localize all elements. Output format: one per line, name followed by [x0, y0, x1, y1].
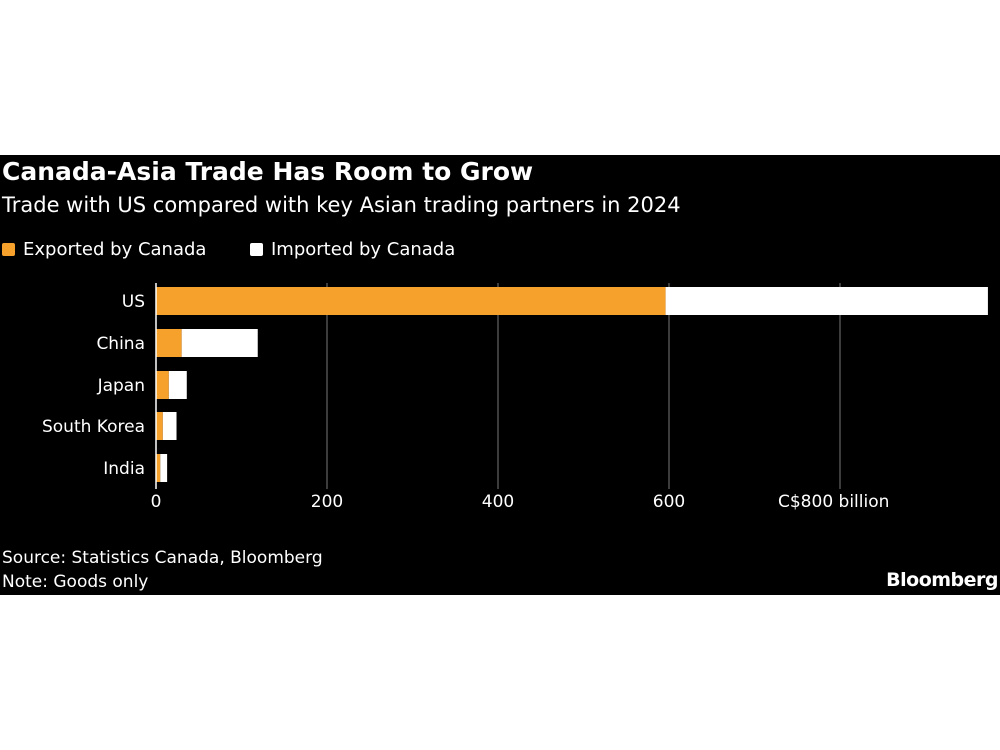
bloomberg-logo: Bloomberg [886, 569, 998, 591]
bar-imported [665, 287, 988, 315]
bar-exported [156, 454, 161, 482]
bar-exported [156, 329, 182, 357]
category-label: China [96, 334, 145, 354]
note-text: Note: Goods only [2, 572, 149, 592]
legend-swatch-imported [250, 243, 263, 256]
bar-exported [156, 371, 169, 399]
chart-subtitle: Trade with US compared with key Asian tr… [2, 193, 681, 217]
bar-exported [156, 287, 666, 315]
bar-chart: 0 200 400 600 C$800 billion US China Japan South… [42, 283, 988, 512]
category-label: India [103, 459, 145, 479]
legend-item-exported: Exported by Canada [2, 239, 206, 260]
chart-panel: Canada-Asia Trade Has Room to Grow Trade… [0, 155, 1000, 595]
bar-imported [181, 329, 258, 357]
category-label: Japan [97, 376, 145, 396]
category-label: South Korea [42, 417, 145, 437]
x-tick-label: 0 [151, 492, 162, 512]
bar-imported [168, 371, 187, 399]
legend-label: Exported by Canada [23, 239, 207, 260]
legend-item-imported: Imported by Canada [250, 239, 455, 260]
legend-swatch-exported [2, 243, 15, 256]
x-tick-label: 600 [653, 492, 685, 512]
bar-exported [156, 412, 163, 440]
chart-title: Canada-Asia Trade Has Room to Grow [2, 157, 534, 186]
x-tick-label: 400 [482, 492, 514, 512]
x-tick-label: 200 [311, 492, 343, 512]
category-label: US [122, 292, 145, 312]
x-tick-label: C$800 billion [778, 492, 889, 512]
source-text: Source: Statistics Canada, Bloomberg [2, 548, 323, 568]
bar-imported [162, 412, 177, 440]
bar-imported [160, 454, 168, 482]
legend-label: Imported by Canada [271, 239, 456, 260]
